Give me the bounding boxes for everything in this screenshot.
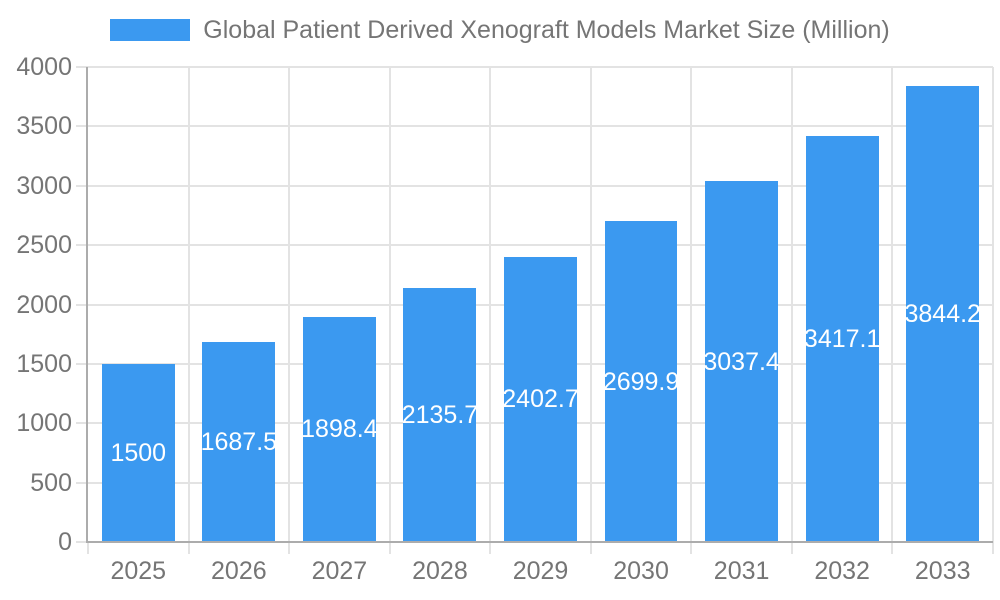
y-tick-label: 3500 [16,112,72,141]
gridline-vertical [790,67,793,554]
bar-2025[interactable] [101,363,175,542]
bar-2032[interactable] [805,136,879,542]
gridline-horizontal [76,244,993,247]
gridline-vertical [992,67,994,554]
bar-value-label: 1687.5 [200,427,278,456]
y-tick-label: 4000 [16,53,72,81]
y-tick-label: 2500 [16,231,72,260]
x-tick-label: 2028 [412,557,468,585]
bar-value-label: 1898.4 [301,415,378,444]
bar-2029[interactable] [504,256,577,542]
gridline-horizontal [76,184,993,187]
bar-2031[interactable] [705,181,779,542]
y-tick-label: 0 [58,528,72,556]
x-axis-line [86,541,993,543]
y-tick-label: 3000 [16,171,72,200]
gridline-vertical [589,67,592,554]
bar-2026[interactable] [202,341,276,542]
gridline-vertical [388,67,391,554]
bar-value-label: 3417.1 [803,325,881,354]
x-tick-label: 2030 [613,557,669,585]
x-tick-label: 2032 [814,557,870,585]
gridline-vertical [489,67,492,554]
bar-2030[interactable] [604,221,678,542]
y-tick-label: 1500 [16,349,72,378]
y-axis-line [86,67,88,543]
x-axis-tick [87,542,89,554]
bar-2028[interactable] [403,288,477,542]
y-tick-label: 500 [30,468,72,497]
bar-2033[interactable] [906,85,980,542]
bar-value-label: 2402.7 [502,385,579,414]
x-tick-label: 2033 [914,557,971,585]
bar-value-label: 2135.7 [401,401,479,430]
bar-value-label: 3844.2 [904,299,981,328]
x-tick-label: 2027 [311,557,368,585]
y-axis-tick [76,541,88,543]
gridline-horizontal [76,125,993,128]
legend-item[interactable]: Global Patient Derived Xenograft Models … [0,16,1000,44]
gridline-vertical [288,67,291,554]
gridline-horizontal [76,66,993,68]
gridline-vertical [187,67,190,554]
y-tick-label: 1000 [16,409,72,438]
gridline-vertical [690,67,693,554]
y-tick-label: 2000 [16,290,72,319]
x-tick-label: 2029 [512,557,569,585]
x-tick-label: 2025 [110,557,167,585]
gridline-vertical [891,67,894,554]
legend-label: Global Patient Derived Xenograft Models … [203,16,890,44]
bar-value-label: 3037.4 [703,347,780,376]
bar-value-label: 2699.9 [602,367,680,396]
x-tick-label: 2026 [211,557,267,585]
bar-value-label: 1500 [110,438,167,467]
x-tick-label: 2031 [713,557,770,585]
legend-swatch [110,19,191,41]
bar-2027[interactable] [302,316,376,542]
